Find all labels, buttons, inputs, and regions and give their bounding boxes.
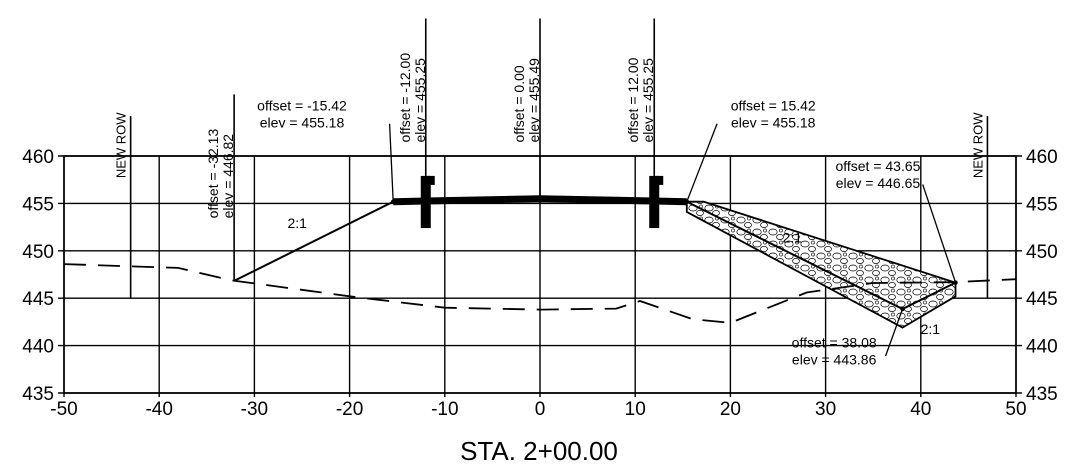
x-tick-label-0: 0 xyxy=(535,399,546,420)
y-tick-label-left-455: 455 xyxy=(22,194,54,215)
callout-leader-2 xyxy=(686,123,718,202)
callout-4-line-1: offset = 38.08 xyxy=(792,334,877,350)
callout-2-line-2: elev = 455.18 xyxy=(731,114,816,130)
callout-anchor-4 xyxy=(900,306,905,312)
station-label: STA. 2+00.00 xyxy=(460,436,618,466)
y-tick-label-left-435: 435 xyxy=(22,384,54,405)
annotation-layer: NEW ROW offset = -32.13 elev = 446.82 offse… xyxy=(114,18,989,367)
x-tick-label-30: 30 xyxy=(815,399,836,420)
callout-3-line-2: elev = 446.65 xyxy=(836,175,921,191)
x-tick-label--50: -50 xyxy=(50,399,77,420)
existing-ground-line xyxy=(63,263,1017,324)
slope-label-2: 2:1 xyxy=(783,229,803,245)
callout-2-line-1: offset = 15.42 xyxy=(731,97,816,113)
slope-label-3: 2:1 xyxy=(921,321,941,337)
guardrail-cap-2 xyxy=(653,175,664,185)
callout-anchor-2 xyxy=(684,199,689,204)
x-tick-label-10: 10 xyxy=(625,399,646,420)
callout-leader-4 xyxy=(884,308,904,357)
x-tick-label--10: -10 xyxy=(431,399,458,420)
vertical-callout-5-line-1: offset = 12.00 xyxy=(625,57,641,142)
y-tick-label-left-450: 450 xyxy=(22,242,54,263)
vertical-callout-4-line-1: offset = 0.00 xyxy=(511,65,527,142)
axis-ticks: 435 435 440 440 445 445 450 450 455 455 460 460 -50 -… xyxy=(22,147,1057,420)
y-tick-label-right-445: 445 xyxy=(1026,289,1058,310)
x-tick-label-40: 40 xyxy=(910,399,931,420)
guardrail-post-1 xyxy=(420,175,431,229)
guardrail-post-2 xyxy=(649,175,660,229)
callout-4-line-2: elev = 443.86 xyxy=(792,351,877,367)
callout-anchor-3 xyxy=(953,280,958,285)
y-tick-label-left-460: 460 xyxy=(22,147,54,168)
callout-3-line-1: offset = 43.65 xyxy=(835,158,920,174)
x-tick-label--20: -20 xyxy=(336,399,363,420)
vertical-callout-4-line-2: elev = 455.49 xyxy=(526,58,542,143)
x-tick-label--30: -30 xyxy=(241,399,268,420)
y-tick-label-right-460: 460 xyxy=(1026,147,1058,168)
vertical-callout-3-line-2: elev = 455.25 xyxy=(412,58,428,143)
row-label-6: NEW ROW xyxy=(970,112,985,178)
callout-leader-3 xyxy=(922,184,957,283)
profile-layer xyxy=(63,175,1017,329)
callout-1-line-1: offset = -15.42 xyxy=(257,97,347,113)
riprap-fill xyxy=(685,200,957,329)
x-tick-label-50: 50 xyxy=(1005,399,1026,420)
y-tick-label-right-455: 455 xyxy=(1026,194,1058,215)
vertical-callout-2-line-2: elev = 446.82 xyxy=(220,134,236,219)
y-tick-label-right-450: 450 xyxy=(1026,242,1058,263)
guardrail-cap-1 xyxy=(424,175,435,185)
row-label-1: NEW ROW xyxy=(114,112,129,178)
y-tick-label-left-440: 440 xyxy=(22,337,54,358)
pavement-surface xyxy=(393,195,687,206)
vertical-callout-2-line-1: offset = -32.13 xyxy=(205,129,221,219)
slope-label-1: 2:1 xyxy=(288,215,308,231)
x-tick-label-20: 20 xyxy=(720,399,741,420)
vertical-callout-3-line-1: offset = -12.00 xyxy=(397,53,413,143)
callout-1-line-2: elev = 455.18 xyxy=(260,114,345,130)
x-tick-label--40: -40 xyxy=(145,399,172,420)
y-tick-label-right-435: 435 xyxy=(1026,384,1058,405)
y-tick-label-left-445: 445 xyxy=(22,289,54,310)
vertical-callout-5-line-2: elev = 455.25 xyxy=(640,58,656,143)
callout-anchor-1 xyxy=(391,199,396,204)
y-tick-label-right-440: 440 xyxy=(1026,337,1058,358)
callout-leader-1 xyxy=(388,123,394,202)
